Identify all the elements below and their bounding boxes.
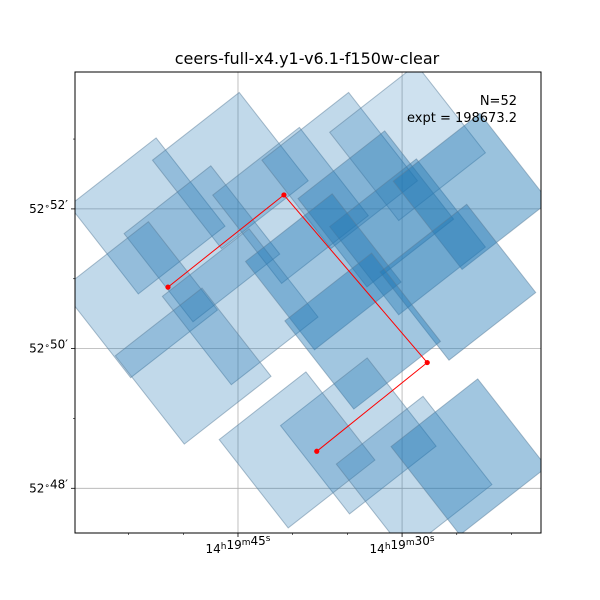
path-point	[165, 285, 170, 290]
x-tick-label: 14h19m45s	[205, 534, 270, 556]
path-point	[314, 449, 319, 454]
y-tick-label: 52∘48′	[29, 477, 68, 495]
chart-title: ceers-full-x4.y1-v6.1-f150w-clear	[175, 49, 440, 68]
y-tick-label: 52∘52′	[29, 198, 68, 216]
annotation-exptime: expt = 198673.2	[407, 111, 517, 126]
path-point	[425, 360, 430, 365]
x-tick-label: 14h19m30s	[370, 534, 435, 556]
path-point	[281, 192, 286, 197]
annotation-count: N=52	[480, 94, 517, 109]
y-tick-label: 52∘50′	[29, 338, 68, 356]
